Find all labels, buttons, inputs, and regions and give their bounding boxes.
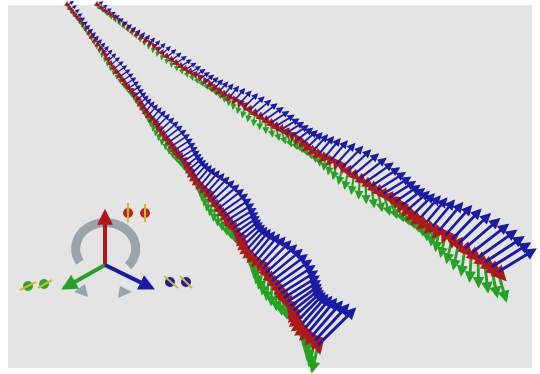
spin-arrow-green <box>478 258 479 286</box>
spin-arrow-blue <box>98 2 103 5</box>
spin-arrow-red <box>143 41 144 42</box>
spin-arrow-red <box>390 198 392 203</box>
spin-arrow-red <box>335 164 337 168</box>
spin-arrow-blue <box>68 1 73 5</box>
spin-arrow-red <box>289 306 290 312</box>
spin-arrow-red <box>92 41 94 42</box>
spin-arrow-red <box>126 28 127 29</box>
spin-arrow-red <box>185 165 186 168</box>
spin-arrow-red <box>205 193 207 197</box>
spin-arrow-red <box>130 31 131 32</box>
spin-arrow-red <box>102 53 103 54</box>
spin-arrow-green <box>359 178 360 198</box>
spin-arrow-red <box>134 96 135 98</box>
spin-arrow-green <box>265 120 266 133</box>
spin-arrow-green <box>470 253 472 280</box>
spin-arrow-red <box>122 25 123 26</box>
spin-arrow-red <box>258 264 260 269</box>
spin-arrow-red <box>148 44 149 45</box>
spin-arrow-green <box>275 285 276 309</box>
spin-arrow-red <box>204 82 205 84</box>
spin-arrow-green <box>260 117 261 130</box>
spin-arrow-red <box>87 33 88 34</box>
spin-arrow-red <box>134 35 136 36</box>
spin-arrow-green <box>366 182 367 202</box>
spin-arrow-red <box>136 100 138 102</box>
spin-arrow-red <box>239 104 240 107</box>
spin-arrow-red <box>85 29 86 30</box>
background <box>8 5 532 368</box>
page: (() => { const svg = document.getElement… <box>0 0 540 374</box>
spin-arrow-green <box>271 281 272 304</box>
spin-arrow-red <box>99 49 100 50</box>
spin-arrow-red <box>213 201 215 205</box>
spin-arrow-red <box>139 38 141 39</box>
spin-arrow-green <box>218 208 219 225</box>
spin-arrow-red <box>153 123 154 125</box>
spin-arrow-red <box>95 45 97 46</box>
scene <box>0 0 540 374</box>
spin-arrow-green <box>165 138 166 149</box>
spin-arrow-red <box>313 341 315 348</box>
spin-arrow-red <box>318 345 320 352</box>
spin-arrow-red <box>90 37 91 38</box>
spin-arrow-red <box>263 269 264 274</box>
spin-arrow-red <box>250 110 252 113</box>
